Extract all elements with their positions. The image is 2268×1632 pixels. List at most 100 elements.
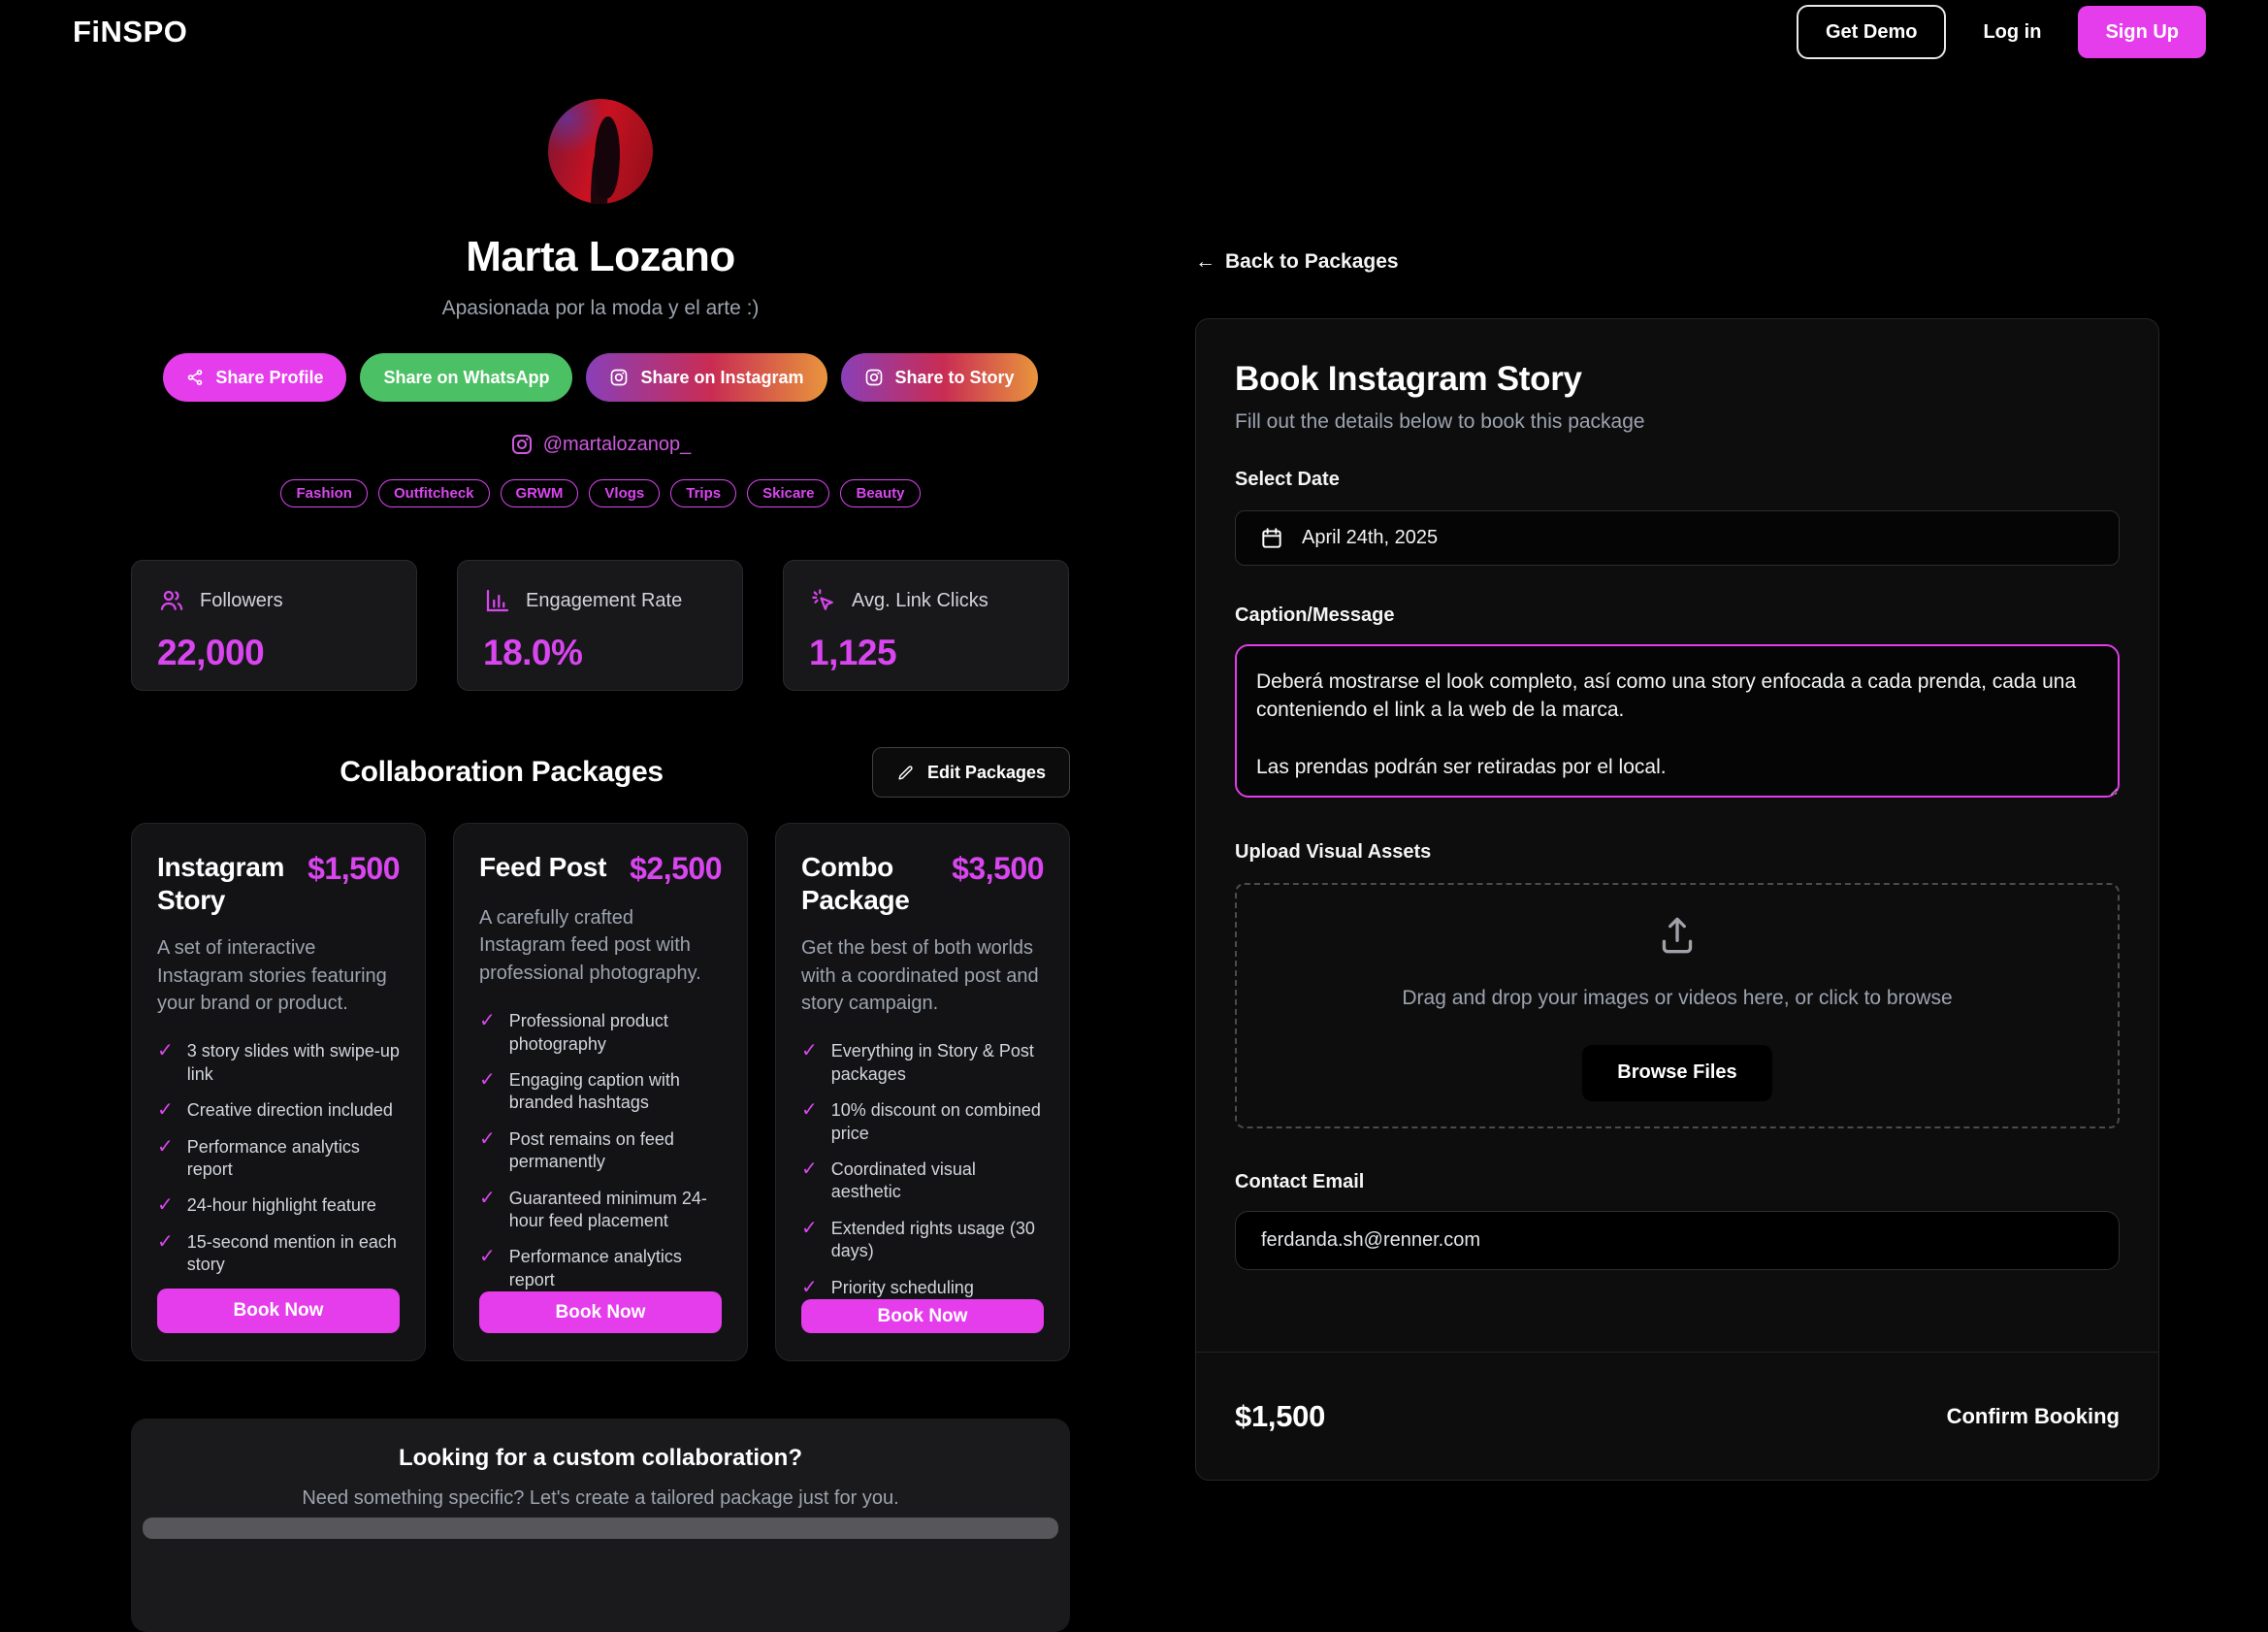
stat-label: Avg. Link Clicks [852,589,988,611]
tag-pill: Skicare [747,479,830,507]
stat-card-engagement: Engagement Rate 18.0% [457,560,743,691]
collaboration-packages-header: Collaboration Packages Edit Packages [131,747,1070,798]
date-picker-input[interactable]: April 24th, 2025 [1235,510,2120,566]
share-profile-button[interactable]: Share Profile [163,353,347,402]
sign-up-button[interactable]: Sign Up [2078,6,2206,58]
check-icon: ✓ [479,1246,496,1268]
instagram-icon [510,433,534,456]
finspo-logo: FiNSPO [73,15,188,49]
check-icon: ✓ [801,1099,818,1122]
check-icon: ✓ [801,1217,818,1239]
package-feature-list: ✓ 3 story slides with swipe-up link ✓ Crea… [157,1040,400,1276]
booking-title: Book Instagram Story [1235,360,1582,398]
package-card-feed-post: Feed Post $2,500 A carefully crafted Ins… [453,823,748,1361]
custom-collab-subheading: Need something specific? Let's create a … [302,1487,899,1509]
tags-row: Fashion Outfitcheck GRWM Vlogs Trips Ski… [280,479,921,507]
profile-bio: Apasionada por la moda y el arte :) [441,297,760,319]
share-instagram-button[interactable]: Share on Instagram [586,353,827,402]
instagram-icon [609,368,629,387]
tag-pill: Outfitcheck [377,479,490,507]
contact-email-input[interactable] [1235,1211,2120,1270]
stat-value: 22,000 [157,633,265,672]
edit-packages-button[interactable]: Edit Packages [871,747,1070,798]
instagram-handle-link[interactable]: @martalozanop_ [510,433,692,456]
select-date-label: Select Date [1235,469,1340,490]
check-icon: ✓ [479,1068,496,1091]
share-buttons-row: Share Profile Share on WhatsApp Share on… [163,353,1038,402]
package-card-instagram-story: Instagram Story $1,500 A set of interact… [131,823,426,1361]
stats-row: Followers 22,000 Engagement Rate 18.0% [131,560,1070,691]
get-demo-button[interactable]: Get Demo [1797,5,1947,59]
package-name: Combo Package [801,852,910,916]
cursor-click-icon [809,586,838,615]
header-actions: Get Demo Log in Sign Up [1797,5,2206,59]
instagram-handle: @martalozanop_ [542,433,692,455]
contact-email-label: Contact Email [1235,1171,1365,1192]
tag-pill: GRWM [500,479,579,507]
caption-message-textarea[interactable]: Deberá mostrarse el look completo, así c… [1235,644,2120,798]
upload-hint-text: Drag and drop your images or videos here… [1402,986,1953,1009]
profile-column: Marta Lozano Apasionada por la moda y el… [131,64,1070,1632]
tag-pill: Vlogs [589,479,661,507]
check-icon: ✓ [479,1010,496,1032]
custom-collab-cta-button[interactable] [143,1518,1058,1539]
pencil-icon [896,764,915,782]
back-to-packages-link[interactable]: ← Back to Packages [1195,250,1399,273]
tag-pill: Fashion [280,479,368,507]
package-name: Feed Post [479,852,607,882]
upload-visual-assets-label: Upload Visual Assets [1235,841,1432,863]
package-name: Instagram Story [157,852,285,916]
book-now-button[interactable]: Book Now [801,1299,1044,1333]
package-feature-list: ✓ Everything in Story & Post packages ✓ 10… [801,1040,1041,1298]
upload-icon [1653,911,1701,960]
collaboration-packages-title: Collaboration Packages [340,756,664,788]
instagram-icon [864,368,884,387]
check-icon: ✓ [157,1099,174,1122]
book-now-button[interactable]: Book Now [157,1289,400,1333]
check-icon: ✓ [157,1040,174,1062]
tag-pill: Trips [670,479,737,507]
custom-collaboration-card: Looking for a custom collaboration? Need… [131,1419,1070,1632]
profile-name: Marta Lozano [466,233,735,280]
date-value: April 24th, 2025 [1302,527,1439,548]
booking-footer: $1,500 Confirm Booking [1196,1352,2158,1480]
share-whatsapp-button[interactable]: Share on WhatsApp [360,353,573,402]
book-now-button[interactable]: Book Now [479,1291,722,1333]
package-description: A set of interactive Instagram stories f… [157,937,387,1015]
upload-dropzone[interactable]: Drag and drop your images or videos here… [1235,883,2120,1128]
calendar-icon [1259,526,1284,551]
custom-collab-heading: Looking for a custom collaboration? [398,1445,802,1471]
total-price: $1,500 [1235,1398,1326,1433]
check-icon: ✓ [157,1194,174,1217]
package-feature-list: ✓ Professional product photography ✓ Engag… [479,1010,722,1291]
booking-form-card: Book Instagram Story Fill out the detail… [1195,318,2159,1481]
check-icon: ✓ [801,1276,818,1298]
bar-chart-icon [483,586,512,615]
browse-files-button[interactable]: Browse Files [1582,1044,1772,1101]
tag-pill: Beauty [840,479,921,507]
top-navigation: FiNSPO Get Demo Log in Sign Up [0,0,2268,64]
check-icon: ✓ [157,1230,174,1253]
check-icon: ✓ [801,1159,818,1181]
stat-value: 18.0% [483,633,583,672]
stat-label: Engagement Rate [526,589,683,611]
users-icon [157,586,186,615]
package-price: $1,500 [308,851,400,886]
check-icon: ✓ [479,1187,496,1209]
share-nodes-icon [186,369,204,386]
stat-card-followers: Followers 22,000 [131,560,417,691]
packages-row: Instagram Story $1,500 A set of interact… [131,823,1070,1361]
package-card-combo: Combo Package $3,500 Get the best of bot… [775,823,1070,1361]
log-in-button[interactable]: Log in [1983,20,2042,43]
stat-card-link-clicks: Avg. Link Clicks 1,125 [783,560,1069,691]
share-story-button[interactable]: Share to Story [840,353,1038,402]
confirm-booking-button[interactable]: Confirm Booking [1946,1403,2120,1428]
check-icon: ✓ [157,1135,174,1158]
check-icon: ✓ [801,1040,818,1062]
avatar [548,99,653,204]
back-arrow-icon: ← [1195,250,1215,273]
package-price: $3,500 [952,851,1044,886]
stat-value: 1,125 [809,633,897,672]
package-description: A carefully crafted Instagram feed post … [479,907,701,984]
check-icon: ✓ [479,1127,496,1150]
